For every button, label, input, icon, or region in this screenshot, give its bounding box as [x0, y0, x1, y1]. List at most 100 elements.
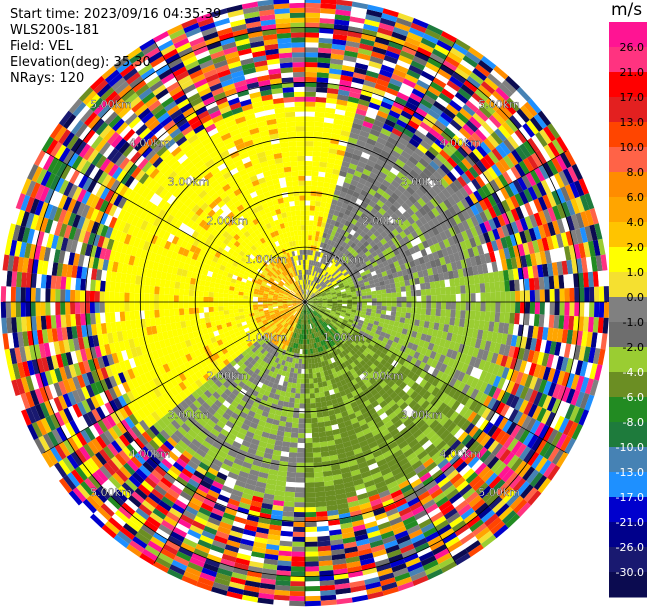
ray-gate	[406, 186, 416, 196]
ray-gate	[383, 361, 392, 369]
ray-gate	[403, 417, 413, 427]
ray-gate	[363, 79, 377, 88]
ray-gate	[456, 175, 468, 188]
ray-gate	[313, 377, 318, 384]
ray-gate	[294, 398, 300, 404]
ray-gate	[483, 208, 493, 221]
ray-gate	[546, 396, 557, 412]
ray-gate	[414, 129, 426, 140]
ray-gate	[305, 230, 309, 236]
ray-gate	[434, 454, 446, 466]
ray-gate	[341, 278, 348, 283]
ray-gate	[403, 448, 415, 458]
ray-gate	[286, 476, 296, 483]
ray-gate	[333, 164, 342, 171]
ray-gate	[306, 303, 311, 308]
ray-gate	[381, 293, 387, 298]
ray-gate	[416, 46, 432, 58]
ray-gate	[431, 295, 437, 302]
ray-gate	[468, 116, 482, 129]
ray-gate	[332, 273, 338, 279]
ray-gate	[475, 63, 491, 78]
ray-gate	[493, 250, 501, 262]
ray-gate	[289, 442, 298, 448]
ray-gate	[335, 277, 341, 282]
ray-gate	[308, 260, 312, 266]
ray-gate	[454, 553, 471, 566]
ray-gate	[461, 158, 473, 170]
ray-gate	[510, 457, 524, 472]
ray-gate	[412, 537, 428, 549]
ray-gate	[476, 264, 484, 275]
ray-gate	[354, 113, 366, 121]
ray-gate	[378, 489, 391, 499]
ray-gate	[380, 64, 395, 74]
ray-gate	[356, 227, 363, 235]
ray-gate	[420, 308, 427, 315]
ray-gate	[333, 316, 339, 321]
ray-gate	[401, 291, 407, 297]
ray-gate	[310, 195, 317, 201]
ray-gate	[364, 281, 370, 286]
ray-gate	[305, 289, 307, 295]
ray-gate	[519, 373, 529, 387]
ray-gate	[322, 302, 328, 305]
ray-gate	[305, 81, 317, 88]
ray-gate	[298, 423, 305, 429]
ray-gate	[469, 519, 484, 533]
ray-gate	[465, 491, 479, 504]
ray-gate	[351, 1, 369, 10]
ray-gate	[399, 193, 409, 203]
ray-gate	[321, 253, 327, 259]
ray-gate	[290, 581, 305, 587]
ray-gate	[359, 130, 370, 138]
ray-gate	[464, 169, 476, 182]
ray-gate	[448, 216, 458, 227]
ray-gate	[392, 525, 407, 536]
ray-gate	[326, 267, 332, 273]
ray-gate	[396, 327, 404, 334]
ray-gate	[330, 53, 345, 61]
ray-gate	[391, 306, 397, 312]
ray-gate	[315, 506, 327, 512]
ray-gate	[488, 206, 498, 219]
ray-gate	[374, 558, 390, 568]
ray-gate	[321, 237, 326, 243]
ray-gate	[309, 220, 314, 226]
ray-gate	[595, 332, 603, 349]
ray-gate	[334, 221, 341, 228]
ray-gate	[405, 354, 414, 363]
ray-gate	[305, 170, 312, 176]
ray-gate	[448, 99, 463, 112]
ray-gate	[583, 241, 591, 258]
ray-gate	[439, 528, 455, 540]
ray-gate	[308, 319, 311, 324]
ray-gate	[492, 111, 506, 125]
ray-gate	[383, 539, 399, 549]
ray-gate	[330, 378, 337, 385]
ray-gate	[408, 349, 416, 358]
ray-gate	[305, 175, 312, 181]
ray-gate	[555, 233, 564, 248]
ray-gate	[457, 371, 466, 382]
ray-gate	[537, 110, 552, 127]
ray-gate	[305, 487, 315, 493]
ray-gate	[333, 283, 339, 288]
ray-gate	[507, 152, 519, 166]
ray-gate	[341, 307, 347, 311]
ray-gate	[360, 289, 367, 294]
ray-gate	[325, 354, 331, 360]
ray-gate	[522, 466, 536, 481]
ray-gate	[340, 276, 346, 281]
ray-gate	[493, 342, 501, 354]
ray-gate	[489, 412, 500, 425]
ray-gate	[332, 325, 338, 331]
ray-gate	[411, 191, 421, 201]
ray-gate	[314, 290, 319, 295]
ray-gate	[438, 500, 452, 512]
ray-gate	[412, 271, 419, 279]
ray-gate	[335, 312, 341, 316]
ray-gate	[348, 254, 355, 261]
ray-gate	[549, 341, 557, 355]
ray-gate	[432, 436, 444, 448]
